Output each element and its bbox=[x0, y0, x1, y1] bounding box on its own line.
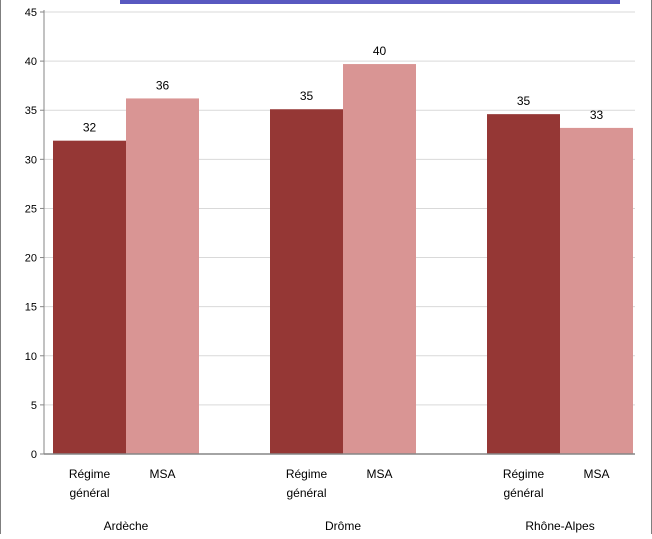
bar bbox=[270, 109, 343, 455]
x-category-label: MSA bbox=[149, 467, 175, 481]
x-category-label: général bbox=[69, 486, 109, 500]
bar-value-label: 32 bbox=[83, 121, 97, 135]
x-group-label: Ardèche bbox=[104, 519, 149, 533]
bar-value-label: 33 bbox=[590, 108, 604, 122]
y-tick-label: 45 bbox=[25, 7, 37, 19]
x-category-label: MSA bbox=[366, 467, 392, 481]
x-category-label: MSA bbox=[583, 467, 609, 481]
y-tick-label: 0 bbox=[31, 449, 37, 461]
x-group-label: Drôme bbox=[325, 519, 361, 533]
bar-value-label: 35 bbox=[517, 94, 531, 108]
x-category-label: Régime bbox=[503, 467, 545, 481]
bar bbox=[343, 64, 416, 455]
x-category-label: Régime bbox=[69, 467, 111, 481]
y-tick-label: 15 bbox=[25, 302, 37, 314]
x-group-label: Rhône-Alpes bbox=[525, 519, 594, 533]
bar bbox=[560, 127, 633, 454]
title-strip bbox=[120, 0, 620, 4]
y-tick-label: 10 bbox=[25, 351, 37, 363]
x-category-label: général bbox=[286, 486, 326, 500]
x-category-label: Régime bbox=[286, 467, 328, 481]
bar-value-label: 40 bbox=[373, 44, 387, 58]
y-tick-label: 35 bbox=[25, 105, 37, 117]
y-tick-label: 40 bbox=[25, 56, 37, 68]
y-tick-label: 20 bbox=[25, 253, 37, 265]
x-category-label: général bbox=[503, 486, 543, 500]
bar-value-label: 36 bbox=[156, 78, 170, 92]
y-tick-label: 30 bbox=[25, 154, 37, 166]
bar-value-label: 35 bbox=[300, 89, 314, 103]
y-tick-label: 25 bbox=[25, 203, 37, 215]
y-tick-label: 5 bbox=[31, 400, 37, 412]
bar bbox=[53, 140, 126, 454]
bar bbox=[126, 98, 199, 455]
bar bbox=[487, 114, 560, 454]
